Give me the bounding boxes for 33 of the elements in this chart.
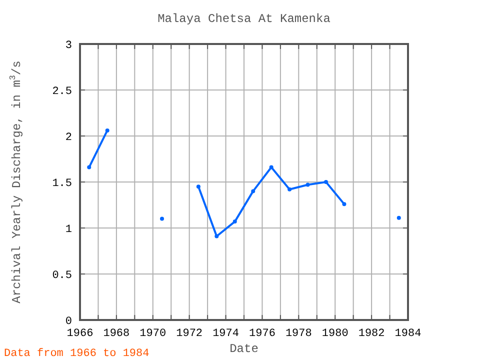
point xyxy=(160,216,164,221)
x-tick-label: 1982 xyxy=(358,328,385,340)
x-tick-label: 1966 xyxy=(66,328,94,340)
y-tick-label: 1 xyxy=(65,224,72,236)
x-tick-label: 1980 xyxy=(322,328,348,340)
y-tick-label: 0 xyxy=(65,316,72,328)
y-tick-label: 1.5 xyxy=(52,178,72,190)
point xyxy=(288,187,292,192)
y-tick-label: 0.5 xyxy=(52,270,72,282)
point xyxy=(324,180,328,184)
point xyxy=(251,189,256,194)
point xyxy=(196,184,200,189)
point xyxy=(232,220,237,224)
x-tick-label: 1974 xyxy=(212,328,240,340)
x-tick-label: 1972 xyxy=(176,328,203,340)
point xyxy=(342,202,346,206)
text: Data from 1966 to 1984 xyxy=(4,348,150,360)
point xyxy=(306,182,310,187)
x-tick-label: 1978 xyxy=(285,328,312,340)
x-tick-label: 1976 xyxy=(249,328,276,340)
point xyxy=(105,128,110,132)
x-axis-title: Date xyxy=(230,342,258,356)
y-tick-label: 2 xyxy=(65,132,72,144)
point xyxy=(87,165,92,170)
y-tick-label: 3 xyxy=(65,40,72,52)
point xyxy=(396,216,401,220)
chart-title: Malaya Chetsa At Kamenka xyxy=(158,12,330,26)
y-tick-label: 2.5 xyxy=(52,86,72,98)
x-tick-label: 1984 xyxy=(394,328,422,340)
point xyxy=(214,234,219,238)
x-tick-label: 1968 xyxy=(103,328,130,340)
x-tick-label: 1970 xyxy=(140,328,166,340)
point xyxy=(269,165,274,170)
